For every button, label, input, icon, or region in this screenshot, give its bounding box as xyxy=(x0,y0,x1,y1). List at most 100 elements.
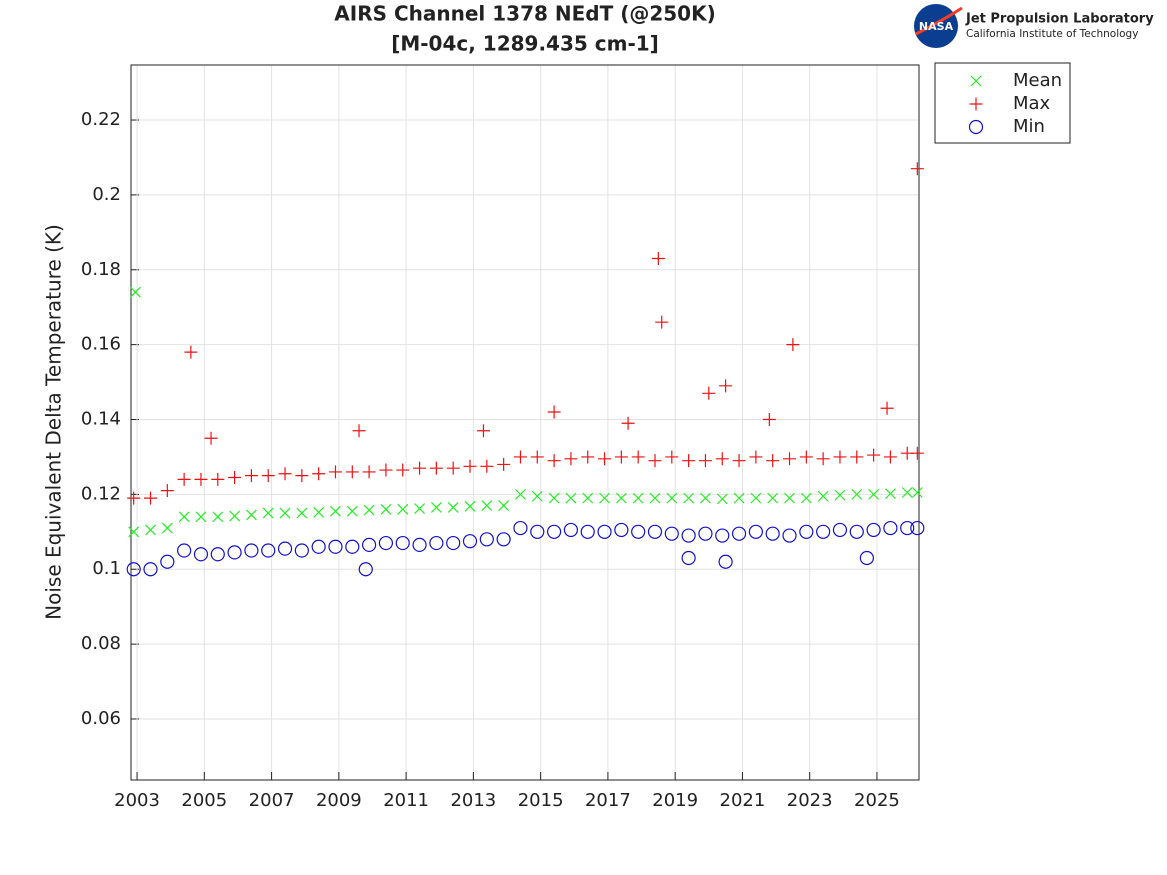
data-point xyxy=(911,487,923,498)
data-point xyxy=(311,539,326,554)
data-point xyxy=(328,465,342,479)
data-point xyxy=(194,472,208,486)
data-point xyxy=(481,500,493,512)
data-point xyxy=(900,520,915,536)
data-point xyxy=(278,467,292,481)
legend-label: Mean xyxy=(1013,70,1062,91)
logo-name: Jet Propulsion Laboratory xyxy=(965,12,1154,27)
data-point xyxy=(346,505,358,517)
data-point xyxy=(548,492,560,504)
data-point xyxy=(866,522,881,538)
data-point xyxy=(546,524,562,539)
data-point xyxy=(479,532,494,547)
logo-swoosh xyxy=(915,6,963,36)
data-point xyxy=(817,490,829,502)
data-point xyxy=(580,524,595,539)
y-tick-label: 0.06 xyxy=(81,708,121,729)
data-point xyxy=(631,524,646,539)
data-point xyxy=(666,492,678,504)
data-point xyxy=(414,503,425,515)
data-point xyxy=(413,461,427,475)
x-tick-label: 2023 xyxy=(787,790,833,811)
y-tick-label: 0.14 xyxy=(81,409,121,430)
x-tick-label: 2011 xyxy=(383,790,429,811)
data-point xyxy=(683,492,695,504)
data-point xyxy=(765,526,780,541)
x-tick-label: 2005 xyxy=(181,790,227,811)
data-point xyxy=(244,469,258,483)
chart-title: AIRS Channel 1378 NEdT (@250K) xyxy=(334,2,715,26)
plot-area xyxy=(131,65,919,780)
data-point xyxy=(718,554,733,569)
data-point xyxy=(352,424,366,438)
data-point xyxy=(227,545,242,560)
data-point xyxy=(700,492,711,504)
data-point xyxy=(498,500,510,512)
data-point xyxy=(127,491,141,505)
data-point xyxy=(621,416,635,430)
data-point xyxy=(513,450,527,464)
data-point xyxy=(212,511,224,523)
legend-label: Min xyxy=(1013,116,1045,137)
data-point xyxy=(195,511,207,523)
data-point xyxy=(563,522,579,538)
data-point xyxy=(832,522,848,538)
data-point xyxy=(530,450,544,464)
data-point xyxy=(430,502,442,513)
data-point xyxy=(581,450,595,464)
data-point xyxy=(531,490,543,502)
data-point xyxy=(128,526,140,538)
y-axis-label: Noise Equivalent Delta Temperature (K) xyxy=(42,224,66,620)
legend-marker xyxy=(969,97,983,111)
data-point xyxy=(295,469,309,483)
data-point xyxy=(312,467,326,481)
data-point xyxy=(530,524,545,539)
data-point xyxy=(476,424,490,438)
data-point xyxy=(867,448,881,462)
data-point xyxy=(883,450,897,464)
data-point xyxy=(614,450,628,464)
data-point xyxy=(330,505,341,517)
data-point xyxy=(565,492,577,504)
legend-marker xyxy=(970,75,982,87)
data-point xyxy=(883,520,898,536)
data-point xyxy=(799,524,814,539)
data-point xyxy=(681,528,696,543)
data-point xyxy=(513,520,528,536)
data-point xyxy=(144,491,158,505)
data-point xyxy=(262,507,274,519)
x-tick-label: 2003 xyxy=(114,790,160,811)
data-point xyxy=(816,452,830,466)
data-point xyxy=(800,492,812,504)
data-point xyxy=(496,532,511,547)
data-point xyxy=(766,454,780,468)
data-point xyxy=(880,401,894,415)
data-point xyxy=(597,524,612,539)
data-point xyxy=(296,507,308,519)
data-point xyxy=(160,554,175,569)
data-point xyxy=(910,162,924,176)
y-tick-label: 0.1 xyxy=(92,558,121,579)
data-point xyxy=(362,537,377,553)
data-point xyxy=(210,547,225,562)
data-point xyxy=(145,524,156,536)
data-point xyxy=(598,452,612,466)
data-point xyxy=(655,315,669,329)
data-point xyxy=(396,463,410,477)
data-point xyxy=(279,507,291,519)
data-point xyxy=(345,539,360,554)
data-point xyxy=(177,472,191,486)
data-point xyxy=(767,492,779,504)
x-tick-label: 2025 xyxy=(854,790,900,811)
data-point xyxy=(228,471,242,485)
x-tick-label: 2021 xyxy=(720,790,766,811)
data-point xyxy=(245,509,257,521)
data-point xyxy=(380,503,392,515)
data-point xyxy=(177,543,192,558)
data-point xyxy=(716,493,728,505)
logo: NASA Jet Propulsion Laboratory Californi… xyxy=(914,4,1154,48)
data-point xyxy=(849,524,864,539)
data-point xyxy=(910,520,925,536)
data-point xyxy=(783,452,797,466)
